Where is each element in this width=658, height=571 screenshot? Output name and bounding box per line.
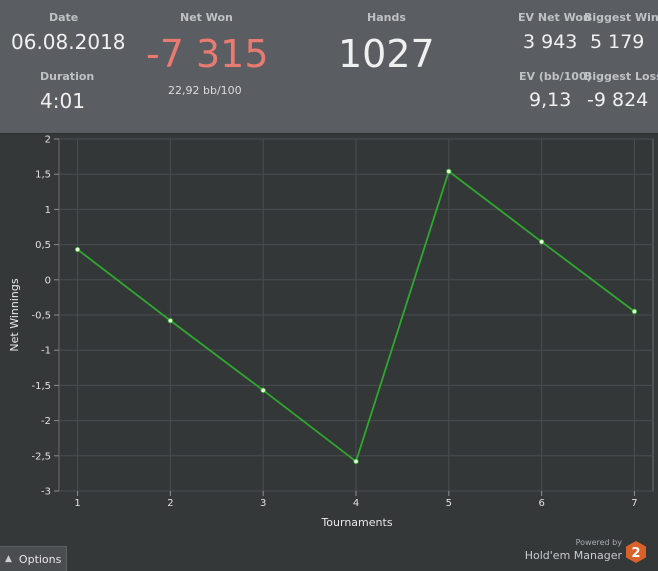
ev-net-won-value: 3 943 — [523, 31, 578, 53]
y-tick-label: -2 — [41, 416, 51, 427]
y-tick-label: 1,5 — [35, 170, 51, 181]
y-axis-ticks: 2 1,5 1 0,5 0 -0,5 -1 -1,5 -2 -2,5 -3 — [31, 135, 59, 498]
y-tick-label: 1 — [45, 205, 51, 216]
biggest-win-value: 5 179 — [590, 31, 645, 53]
data-point — [74, 246, 81, 253]
y-tick-label: -2,5 — [31, 451, 51, 462]
date-value: 06.08.2018 — [11, 30, 126, 54]
ev-bb-per-100-value: 9,13 — [529, 89, 572, 111]
y-tick-label: 0 — [45, 275, 51, 286]
y-axis-title: Net Winnings — [8, 278, 21, 351]
x-tick-label: 4 — [353, 498, 359, 509]
x-axis-title: Tournaments — [320, 516, 392, 529]
session-summary: Date 06.08.2018 Duration 4:01 Net Won -7… — [0, 0, 658, 134]
data-point — [539, 239, 545, 245]
biggest-loss-label: Biggest Loss — [584, 70, 658, 83]
options-label: Options — [18, 552, 62, 566]
hands-value: 1027 — [338, 32, 435, 76]
net-won-value: -7 315 — [146, 32, 269, 76]
y-tick-label: -1,5 — [31, 381, 51, 392]
options-button[interactable]: ▲ Options — [0, 546, 67, 571]
data-point — [631, 308, 638, 315]
y-tick-label: 2 — [45, 135, 51, 146]
holdem-manager-logo-icon: 2 — [626, 541, 646, 563]
x-tick-label: 6 — [538, 498, 544, 509]
net-won-label: Net Won — [180, 11, 233, 24]
x-tick-label: 2 — [167, 498, 173, 509]
x-axis-ticks: 1 2 3 4 5 6 7 — [74, 491, 638, 509]
x-tick-label: 3 — [260, 498, 266, 509]
brand-name: Hold'em Manager — [524, 549, 622, 562]
data-point — [260, 387, 266, 393]
x-tick-label: 5 — [446, 498, 452, 509]
duration-label: Duration — [40, 70, 95, 83]
date-label: Date — [49, 11, 79, 24]
y-tick-label: -0,5 — [31, 311, 51, 322]
chevron-up-icon: ▲ — [5, 554, 12, 564]
series-group — [74, 168, 638, 465]
data-point — [446, 168, 452, 174]
hands-label: Hands — [367, 11, 406, 24]
data-point — [353, 458, 359, 465]
x-tick-label: 7 — [631, 498, 637, 509]
grid-lines — [59, 138, 653, 492]
duration-value: 4:01 — [40, 89, 85, 113]
ev-net-won-label: EV Net Won — [518, 11, 591, 24]
data-point — [167, 318, 173, 324]
biggest-loss-value: -9 824 — [587, 89, 649, 111]
x-tick-label: 1 — [74, 498, 80, 509]
ev-bb-per-100-label: EV (bb/100) — [519, 70, 592, 83]
y-tick-label: -3 — [41, 487, 51, 498]
net-won-bb-per-100: 22,92 bb/100 — [168, 84, 242, 97]
y-tick-label: -1 — [41, 346, 51, 357]
powered-by-text: Powered by — [575, 538, 622, 547]
logo-text: 2 — [631, 546, 640, 561]
biggest-win-label: Biggest Win — [584, 11, 658, 24]
y-tick-label: 0,5 — [35, 240, 51, 251]
